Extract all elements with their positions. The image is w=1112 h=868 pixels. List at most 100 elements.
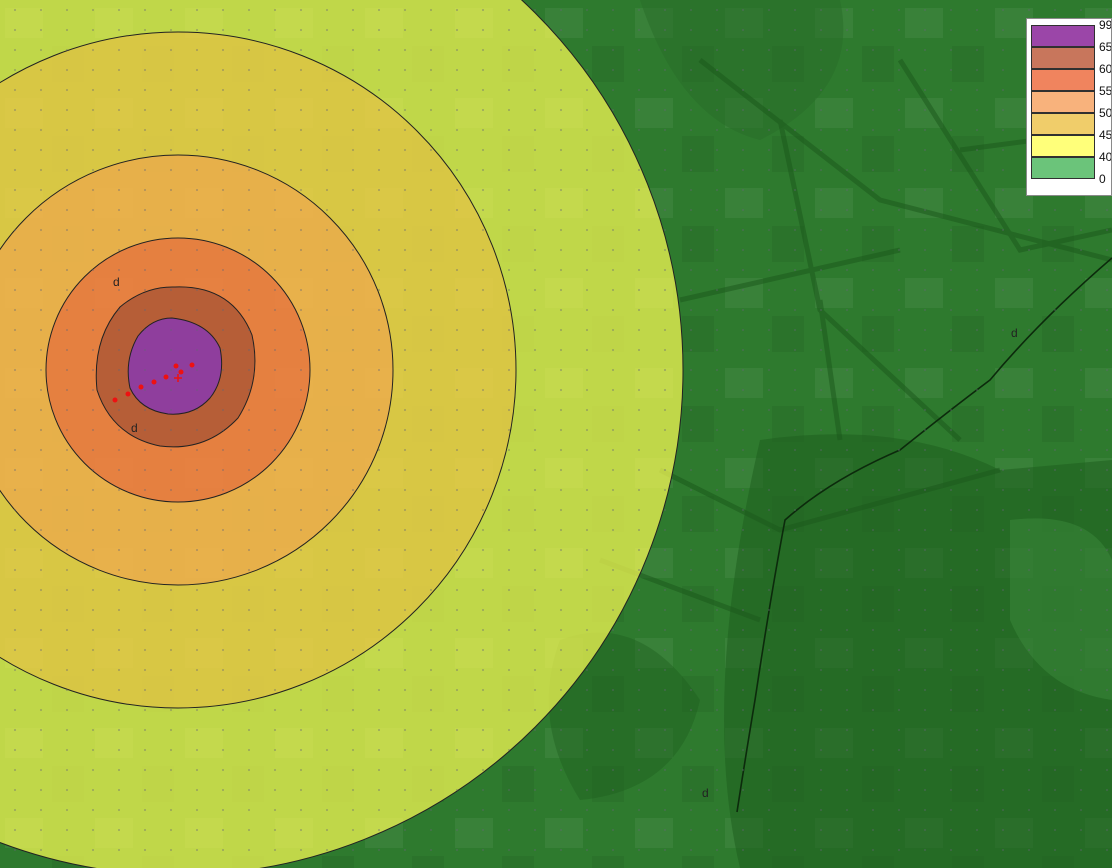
grid-point: [690, 289, 692, 291]
grid-point: [820, 269, 822, 271]
source-point[interactable]: [178, 369, 184, 375]
source-point[interactable]: [173, 363, 179, 369]
grid-point: [638, 709, 640, 711]
grid-point: [924, 449, 926, 451]
grid-point: [14, 489, 16, 491]
grid-point: [716, 349, 718, 351]
grid-point: [664, 229, 666, 231]
grid-point: [690, 709, 692, 711]
grid-point: [1002, 849, 1004, 851]
grid-point: [92, 269, 94, 271]
grid-point: [534, 769, 536, 771]
grid-point: [144, 129, 146, 131]
grid-point: [872, 489, 874, 491]
grid-point: [690, 809, 692, 811]
grid-point: [274, 809, 276, 811]
grid-point: [508, 69, 510, 71]
grid-point: [222, 149, 224, 151]
grid-point: [196, 669, 198, 671]
grid-point: [872, 129, 874, 131]
grid-point: [794, 229, 796, 231]
grid-point: [300, 309, 302, 311]
grid-point: [1002, 389, 1004, 391]
grid-point: [716, 849, 718, 851]
receptor-marker[interactable]: d: [113, 275, 120, 289]
grid-point: [716, 789, 718, 791]
source-cross[interactable]: [174, 374, 182, 382]
receptor-marker[interactable]: d: [702, 786, 709, 800]
grid-point: [40, 269, 42, 271]
grid-point: [638, 289, 640, 291]
grid-point: [66, 309, 68, 311]
grid-point: [560, 69, 562, 71]
grid-point: [300, 569, 302, 571]
grid-point: [196, 849, 198, 851]
grid-point: [482, 29, 484, 31]
grid-point: [846, 569, 848, 571]
grid-point: [118, 249, 120, 251]
grid-point: [534, 689, 536, 691]
grid-point: [378, 529, 380, 531]
grid-point: [378, 309, 380, 311]
grid-point: [820, 749, 822, 751]
grid-point: [820, 229, 822, 231]
receptor-marker[interactable]: d: [131, 421, 138, 435]
grid-point: [664, 729, 666, 731]
grid-point: [170, 409, 172, 411]
grid-point: [430, 269, 432, 271]
grid-point: [144, 689, 146, 691]
grid-point: [352, 249, 354, 251]
grid-point: [976, 329, 978, 331]
grid-point: [768, 369, 770, 371]
grid-point: [898, 249, 900, 251]
grid-point: [196, 89, 198, 91]
grid-point: [248, 629, 250, 631]
grid-point: [66, 829, 68, 831]
grid-point: [768, 309, 770, 311]
grid-point: [456, 409, 458, 411]
source-point[interactable]: [189, 362, 195, 368]
grid-point: [326, 609, 328, 611]
grid-point: [170, 689, 172, 691]
grid-point: [560, 449, 562, 451]
grid-point: [586, 289, 588, 291]
grid-point: [170, 349, 172, 351]
grid-point: [170, 69, 172, 71]
grid-point: [1002, 149, 1004, 151]
grid-point: [638, 49, 640, 51]
grid-point: [144, 749, 146, 751]
grid-point: [846, 689, 848, 691]
grid-point: [1106, 269, 1108, 271]
grid-point: [92, 209, 94, 211]
source-point[interactable]: [125, 391, 131, 397]
grid-point: [430, 129, 432, 131]
grid-point: [66, 89, 68, 91]
grid-point: [534, 309, 536, 311]
grid-point: [170, 89, 172, 91]
source-point[interactable]: [112, 397, 118, 403]
source-point[interactable]: [163, 374, 169, 380]
grid-point: [898, 409, 900, 411]
grid-point: [768, 649, 770, 651]
grid-point: [456, 29, 458, 31]
grid-point: [196, 369, 198, 371]
grid-point: [534, 189, 536, 191]
grid-point: [456, 609, 458, 611]
receptor-marker[interactable]: d: [1011, 326, 1018, 340]
source-point[interactable]: [138, 384, 144, 390]
grid-point: [378, 449, 380, 451]
source-point[interactable]: [151, 379, 157, 385]
grid-point: [950, 329, 952, 331]
grid-point: [924, 369, 926, 371]
grid-point: [456, 69, 458, 71]
grid-point: [1106, 689, 1108, 691]
grid-point: [1106, 349, 1108, 351]
grid-point: [1028, 449, 1030, 451]
grid-point: [664, 429, 666, 431]
grid-point: [66, 69, 68, 71]
grid-point: [664, 369, 666, 371]
grid-point: [222, 789, 224, 791]
grid-point: [326, 149, 328, 151]
grid-point: [872, 849, 874, 851]
